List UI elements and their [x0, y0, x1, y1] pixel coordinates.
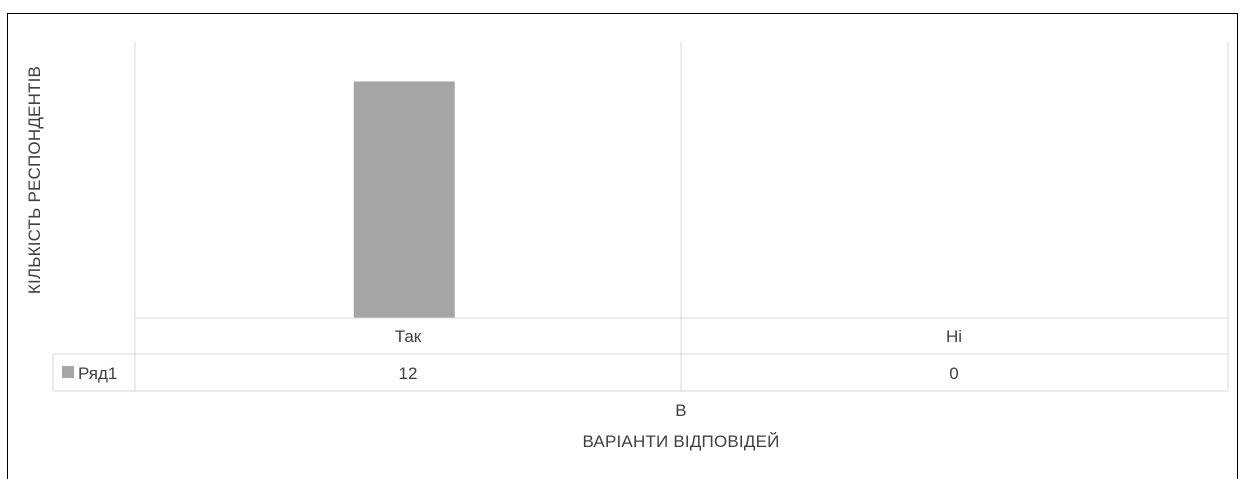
- bars-group: [353, 81, 455, 318]
- chart-frame: [7, 13, 1238, 479]
- category-label-1: Ні: [946, 327, 962, 346]
- bar-0: [353, 81, 455, 318]
- y-axis-title: КІЛЬКІСТЬ РЕСПОНДЕНТІВ: [25, 66, 44, 294]
- x-axis-title-line1: В: [675, 401, 687, 420]
- table-value-1: 0: [949, 364, 958, 383]
- x-axis-title-line2: ВАРІАНТИ ВІДПОВІДЕЙ: [582, 432, 779, 451]
- table-value-0: 12: [399, 364, 418, 383]
- legend-swatch: [62, 366, 74, 378]
- category-label-0: Так: [395, 327, 422, 346]
- legend-series-name: Ряд1: [78, 364, 117, 383]
